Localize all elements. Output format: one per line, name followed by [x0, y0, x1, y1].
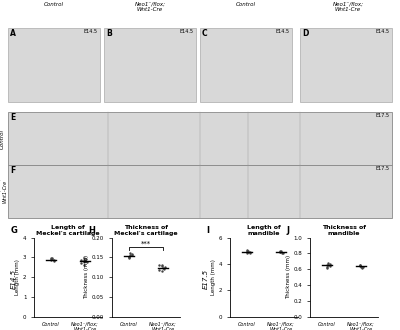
- Point: [129, 253, 135, 258]
- Point: [277, 250, 283, 255]
- Text: C: C: [202, 29, 208, 38]
- Point: [159, 263, 165, 269]
- Point: [47, 256, 54, 261]
- Text: D: D: [302, 29, 308, 38]
- Point: [161, 265, 168, 270]
- Point: [51, 259, 57, 264]
- Point: [127, 253, 133, 258]
- Point: [49, 256, 56, 261]
- Point: [277, 249, 283, 255]
- Point: [357, 262, 363, 267]
- Point: [159, 263, 165, 268]
- Point: [129, 251, 136, 257]
- Point: [78, 258, 85, 263]
- Text: A: A: [10, 29, 16, 38]
- Y-axis label: Thickness (mm): Thickness (mm): [84, 255, 89, 299]
- Text: E17.5: E17.5: [376, 113, 390, 118]
- Text: Control: Control: [236, 2, 256, 7]
- Point: [359, 265, 365, 270]
- Point: [81, 258, 87, 263]
- Point: [49, 257, 55, 262]
- Text: E: E: [10, 113, 15, 122]
- Point: [81, 259, 87, 264]
- Point: [245, 249, 251, 255]
- Title: Length of
mandible: Length of mandible: [247, 225, 281, 236]
- Point: [277, 249, 283, 254]
- Point: [125, 254, 132, 259]
- Text: J: J: [286, 226, 289, 235]
- Point: [325, 260, 332, 266]
- Point: [51, 257, 58, 262]
- Text: E14.5: E14.5: [11, 269, 17, 289]
- Point: [357, 263, 363, 269]
- Point: [327, 261, 334, 266]
- Point: [78, 261, 84, 266]
- Text: G: G: [10, 226, 17, 235]
- Point: [358, 264, 365, 270]
- Title: Length of
Meckel's cartilage: Length of Meckel's cartilage: [36, 225, 100, 236]
- Point: [359, 264, 366, 270]
- Point: [159, 269, 165, 274]
- Text: Neo1⁻/flox;
Wnt1-Cre: Neo1⁻/flox; Wnt1-Cre: [134, 2, 166, 13]
- Text: F: F: [10, 166, 15, 175]
- Point: [156, 263, 163, 268]
- Point: [279, 251, 285, 256]
- Text: E14.5: E14.5: [376, 29, 390, 34]
- Point: [127, 251, 134, 256]
- Point: [245, 248, 252, 253]
- Point: [247, 250, 253, 255]
- Point: [243, 248, 250, 253]
- Y-axis label: Length (mm): Length (mm): [211, 259, 216, 295]
- Text: E14.5: E14.5: [276, 29, 290, 34]
- Text: E17.5: E17.5: [376, 166, 390, 171]
- Title: Thickness of
mandible: Thickness of mandible: [322, 225, 366, 236]
- Point: [357, 263, 363, 268]
- Point: [278, 248, 285, 253]
- Text: B: B: [106, 29, 112, 38]
- Point: [323, 264, 330, 270]
- Point: [247, 249, 254, 255]
- Point: [160, 266, 167, 271]
- Point: [161, 267, 167, 272]
- Point: [47, 257, 54, 262]
- Point: [81, 263, 87, 268]
- Point: [82, 259, 89, 264]
- Text: Control: Control: [0, 129, 4, 149]
- Point: [244, 251, 250, 256]
- Text: Neo1⁻/flox;
Wnt1-Cre: Neo1⁻/flox; Wnt1-Cre: [0, 178, 8, 205]
- Y-axis label: Thickness (mm): Thickness (mm): [286, 255, 291, 299]
- Point: [125, 255, 132, 261]
- Text: Neo1⁻/flox;
Wnt1-Cre: Neo1⁻/flox; Wnt1-Cre: [332, 2, 364, 13]
- Point: [324, 265, 330, 270]
- Y-axis label: Length (mm): Length (mm): [15, 259, 20, 295]
- Text: E14.5: E14.5: [84, 29, 98, 34]
- Point: [156, 267, 162, 273]
- Point: [327, 263, 333, 269]
- Text: E14.5: E14.5: [180, 29, 194, 34]
- Title: Thickness of
Meckel's cartilage: Thickness of Meckel's cartilage: [114, 225, 178, 236]
- Point: [126, 255, 132, 260]
- Point: [279, 250, 286, 255]
- Text: ***: ***: [141, 240, 151, 246]
- Text: Control: Control: [44, 2, 64, 7]
- Point: [81, 256, 87, 261]
- Text: E17.5: E17.5: [203, 269, 209, 289]
- Point: [243, 249, 250, 254]
- Point: [83, 257, 89, 262]
- Point: [48, 258, 54, 263]
- Point: [83, 260, 90, 265]
- Text: H: H: [88, 226, 95, 235]
- Point: [325, 263, 331, 268]
- Text: I: I: [206, 226, 209, 235]
- Point: [323, 262, 330, 267]
